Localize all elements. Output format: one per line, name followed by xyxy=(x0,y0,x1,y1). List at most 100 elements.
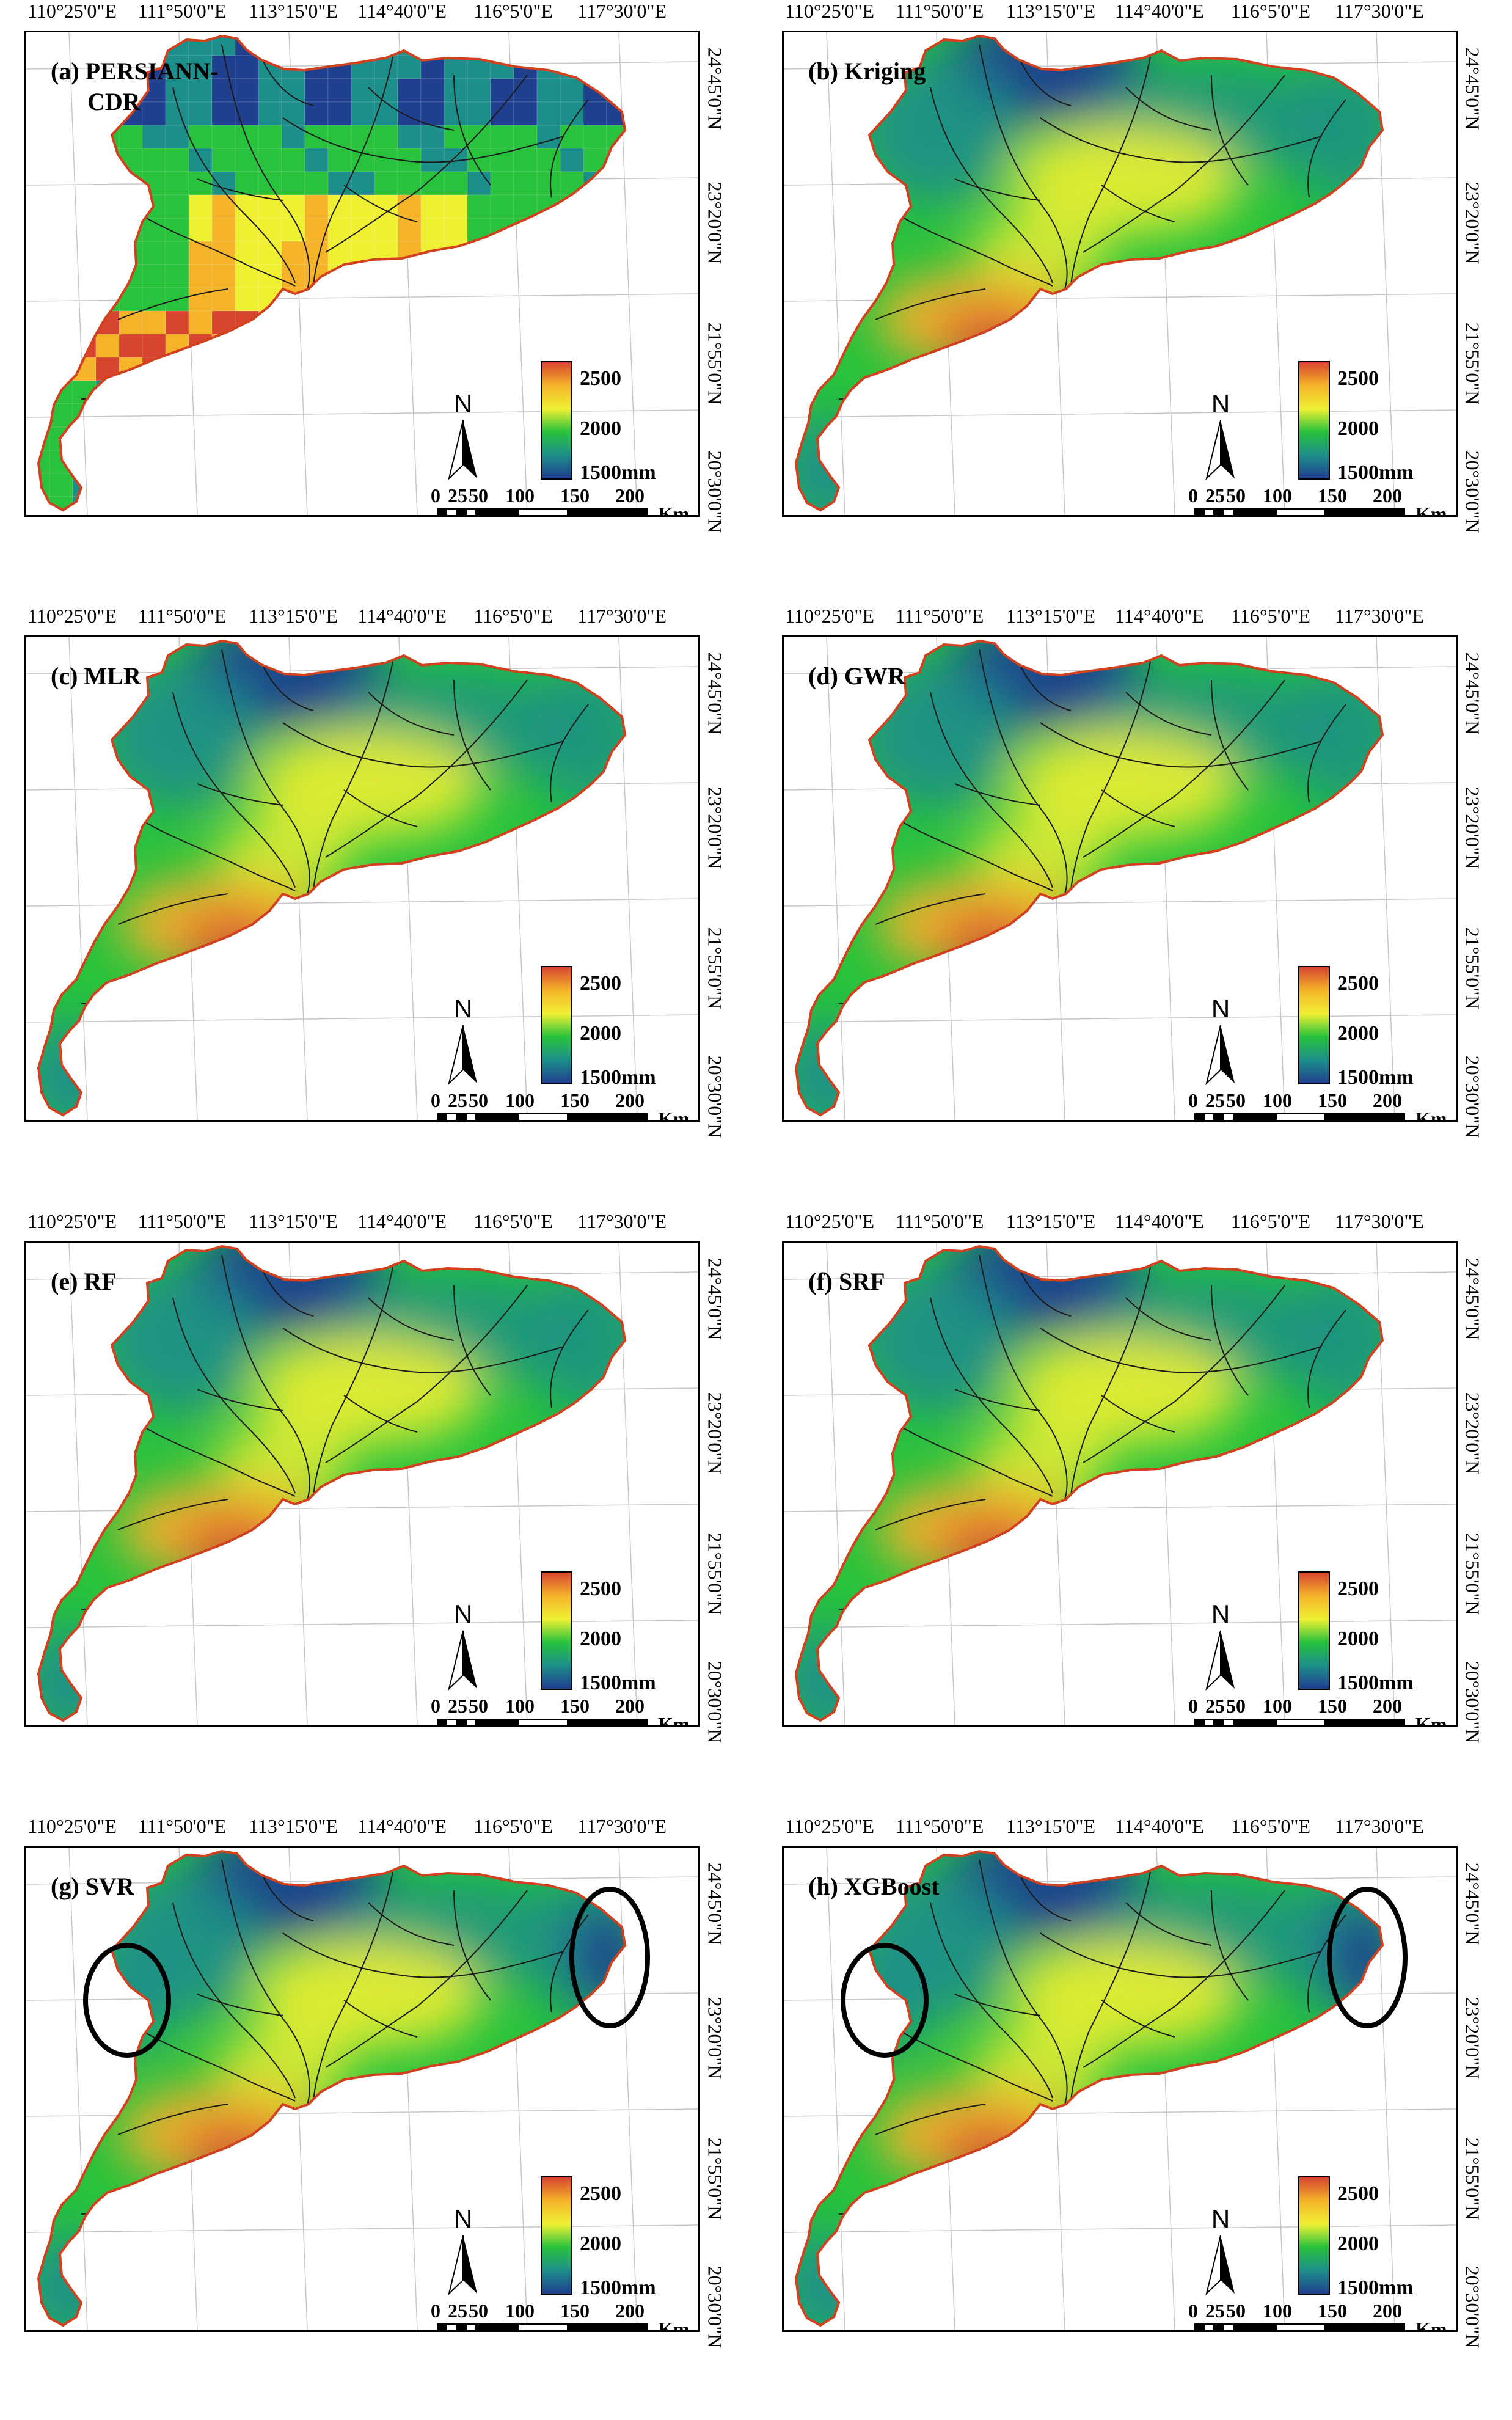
color-legend-bar xyxy=(541,966,572,1084)
north-arrow-icon: N xyxy=(1205,389,1235,481)
province-boundary xyxy=(794,1245,1384,1722)
scale-label: 0 xyxy=(1188,2300,1198,2322)
longitude-tick-label: 111°50'0"E xyxy=(137,605,227,627)
north-arrow-icon: N xyxy=(448,2204,477,2296)
panel-title: (c) MLR xyxy=(51,662,141,690)
precipitation-map xyxy=(784,32,1456,515)
scale-label: 0 xyxy=(431,1089,440,1111)
scale-bar: 0 25 50 100 150 200 Km xyxy=(431,2300,690,2332)
latitude-tick-label: 23°20'0"N xyxy=(704,1392,726,1475)
north-arrow-icon: N xyxy=(448,1599,477,1691)
legend-label: 2000 xyxy=(580,417,621,440)
longitude-tick-label: 110°25'0"E xyxy=(27,1815,117,1837)
scale-unit: Km xyxy=(658,1108,690,1122)
scale-label: 25 xyxy=(1205,1089,1225,1111)
precipitation-map xyxy=(784,1243,1456,1725)
map-panel: 110°25'0"E 111°50'0"E 113°15'0"E 114°40'0"E… xyxy=(769,1210,1484,1747)
longitude-tick-label: 117°30'0"E xyxy=(577,1815,667,1837)
province-boundary xyxy=(37,1849,627,2327)
scale-label: 0 xyxy=(431,2300,440,2322)
province-boundary xyxy=(37,34,627,512)
scale-label: 0 xyxy=(431,484,440,506)
scale-label: 150 xyxy=(560,2300,590,2322)
province-boundary xyxy=(794,1849,1384,2327)
scale-bar: 0 25 50 100 150 200 Km xyxy=(1188,1695,1447,1725)
longitude-tick-label: 116°5'0"E xyxy=(1231,1815,1310,1837)
map-frame: (a) PERSIANN- CDR 2500 2000 1500mm N 0 25 50 100 1… xyxy=(24,31,700,517)
north-arrow-icon: N xyxy=(1205,994,1235,1086)
scale-label: 50 xyxy=(469,1089,488,1111)
map-frame: (h) XGBoost 2500 2000 1500mm N 0 25 50 100 150 200… xyxy=(782,1846,1458,2332)
scale-label: 150 xyxy=(560,1089,590,1111)
panel-title: (f) SRF xyxy=(808,1268,885,1295)
province-boundary xyxy=(37,1245,627,1722)
precipitation-surface xyxy=(796,1246,1382,1720)
scale-bar: 0 25 50 100 150 200 Km xyxy=(431,1089,690,1122)
longitude-tick-label: 113°15'0"E xyxy=(1006,0,1095,22)
scale-bar-graphic xyxy=(1194,1719,1405,1725)
scale-label: 50 xyxy=(1226,2300,1246,2322)
panel-title-line2: CDR xyxy=(87,88,141,115)
scale-label: 200 xyxy=(615,1695,645,1717)
legend-label: 2000 xyxy=(580,1022,621,1045)
scale-label: 150 xyxy=(1318,1089,1347,1111)
latitude-tick-label: 23°20'0"N xyxy=(1461,1392,1484,1475)
longitude-tick-label: 114°40'0"E xyxy=(357,0,447,22)
scale-label: 200 xyxy=(615,1089,645,1111)
scale-label: 150 xyxy=(1318,484,1347,506)
panel-title: (d) GWR xyxy=(808,662,905,690)
scale-label: 50 xyxy=(469,484,488,506)
longitude-tick-label: 113°15'0"E xyxy=(1006,1815,1095,1837)
longitude-tick-label: 117°30'0"E xyxy=(577,605,667,627)
latitude-tick-label: 23°20'0"N xyxy=(704,1997,726,2080)
highlight-ellipse-west xyxy=(83,1943,171,2058)
scale-label: 200 xyxy=(615,484,645,506)
color-legend-bar xyxy=(1298,2176,1330,2295)
latitude-tick-label: 24°45'0"N xyxy=(1461,47,1484,130)
map-panel: 110°25'0"E 111°50'0"E 113°15'0"E 114°40'0"E… xyxy=(11,1815,726,2352)
map-panel: 110°25'0"E 111°50'0"E 113°15'0"E 114°40'0"E… xyxy=(769,1815,1484,2352)
latitude-tick-label: 21°55'0"N xyxy=(704,1532,726,1615)
panel-title: (b) Kriging xyxy=(808,57,926,85)
north-arrow-icon: N xyxy=(448,994,477,1086)
map-panel: 110°25'0"E 111°50'0"E 113°15'0"E 114°40'0"E… xyxy=(11,605,726,1141)
legend-label: 1500mm xyxy=(1337,1066,1414,1089)
scale-bar: 0 25 50 100 150 200 Km xyxy=(431,484,690,515)
latitude-tick-label: 20°30'0"N xyxy=(704,450,726,533)
latitude-tick-label: 21°55'0"N xyxy=(704,322,726,405)
color-legend-bar xyxy=(541,361,572,480)
basin-boundaries xyxy=(81,1254,589,1610)
precipitation-surface xyxy=(796,36,1382,510)
latitude-tick-label: 23°20'0"N xyxy=(1461,181,1484,265)
scale-label: 150 xyxy=(560,1695,590,1717)
scale-label: 100 xyxy=(1263,1089,1292,1111)
map-frame: (f) SRF 2500 2000 1500mm N 0 25 50 100 150 200 Km xyxy=(782,1241,1458,1727)
scale-unit: Km xyxy=(658,1713,690,1727)
latitude-tick-label: 24°45'0"N xyxy=(704,47,726,130)
scale-bar-graphic xyxy=(437,2323,648,2330)
longitude-tick-label: 111°50'0"E xyxy=(895,1210,984,1232)
legend-label: 2500 xyxy=(580,367,621,390)
panel-title: (g) SVR xyxy=(51,1873,134,1900)
legend-label: 1500mm xyxy=(580,461,656,484)
scale-label: 0 xyxy=(1188,1089,1198,1111)
legend-label: 2500 xyxy=(1337,367,1379,390)
scale-label: 100 xyxy=(505,2300,535,2322)
scale-label: 200 xyxy=(1373,484,1402,506)
map-frame: (b) Kriging 2500 2000 1500mm N 0 25 50 100 150 200… xyxy=(782,31,1458,517)
latitude-tick-label: 20°30'0"N xyxy=(704,1661,726,1744)
scale-unit: Km xyxy=(658,2318,690,2332)
scale-bar-graphic xyxy=(437,1113,648,1120)
map-frame: (g) SVR 2500 2000 1500mm N 0 25 50 100 150 200 Km xyxy=(24,1846,700,2332)
legend-label: 2000 xyxy=(1337,2232,1379,2255)
latitude-tick-label: 20°30'0"N xyxy=(1461,2265,1484,2349)
longitude-tick-label: 114°40'0"E xyxy=(1115,605,1204,627)
scale-label: 200 xyxy=(1373,1089,1402,1111)
scale-label: 200 xyxy=(1373,2300,1402,2322)
panel-title: (a) PERSIANN- xyxy=(51,57,219,85)
latitude-tick-label: 20°30'0"N xyxy=(1461,450,1484,533)
scale-label: 0 xyxy=(1188,1695,1198,1717)
color-legend-bar xyxy=(1298,1571,1330,1690)
latitude-tick-label: 21°55'0"N xyxy=(1461,927,1484,1010)
